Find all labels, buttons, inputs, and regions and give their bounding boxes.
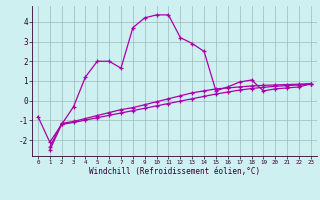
X-axis label: Windchill (Refroidissement éolien,°C): Windchill (Refroidissement éolien,°C) (89, 167, 260, 176)
